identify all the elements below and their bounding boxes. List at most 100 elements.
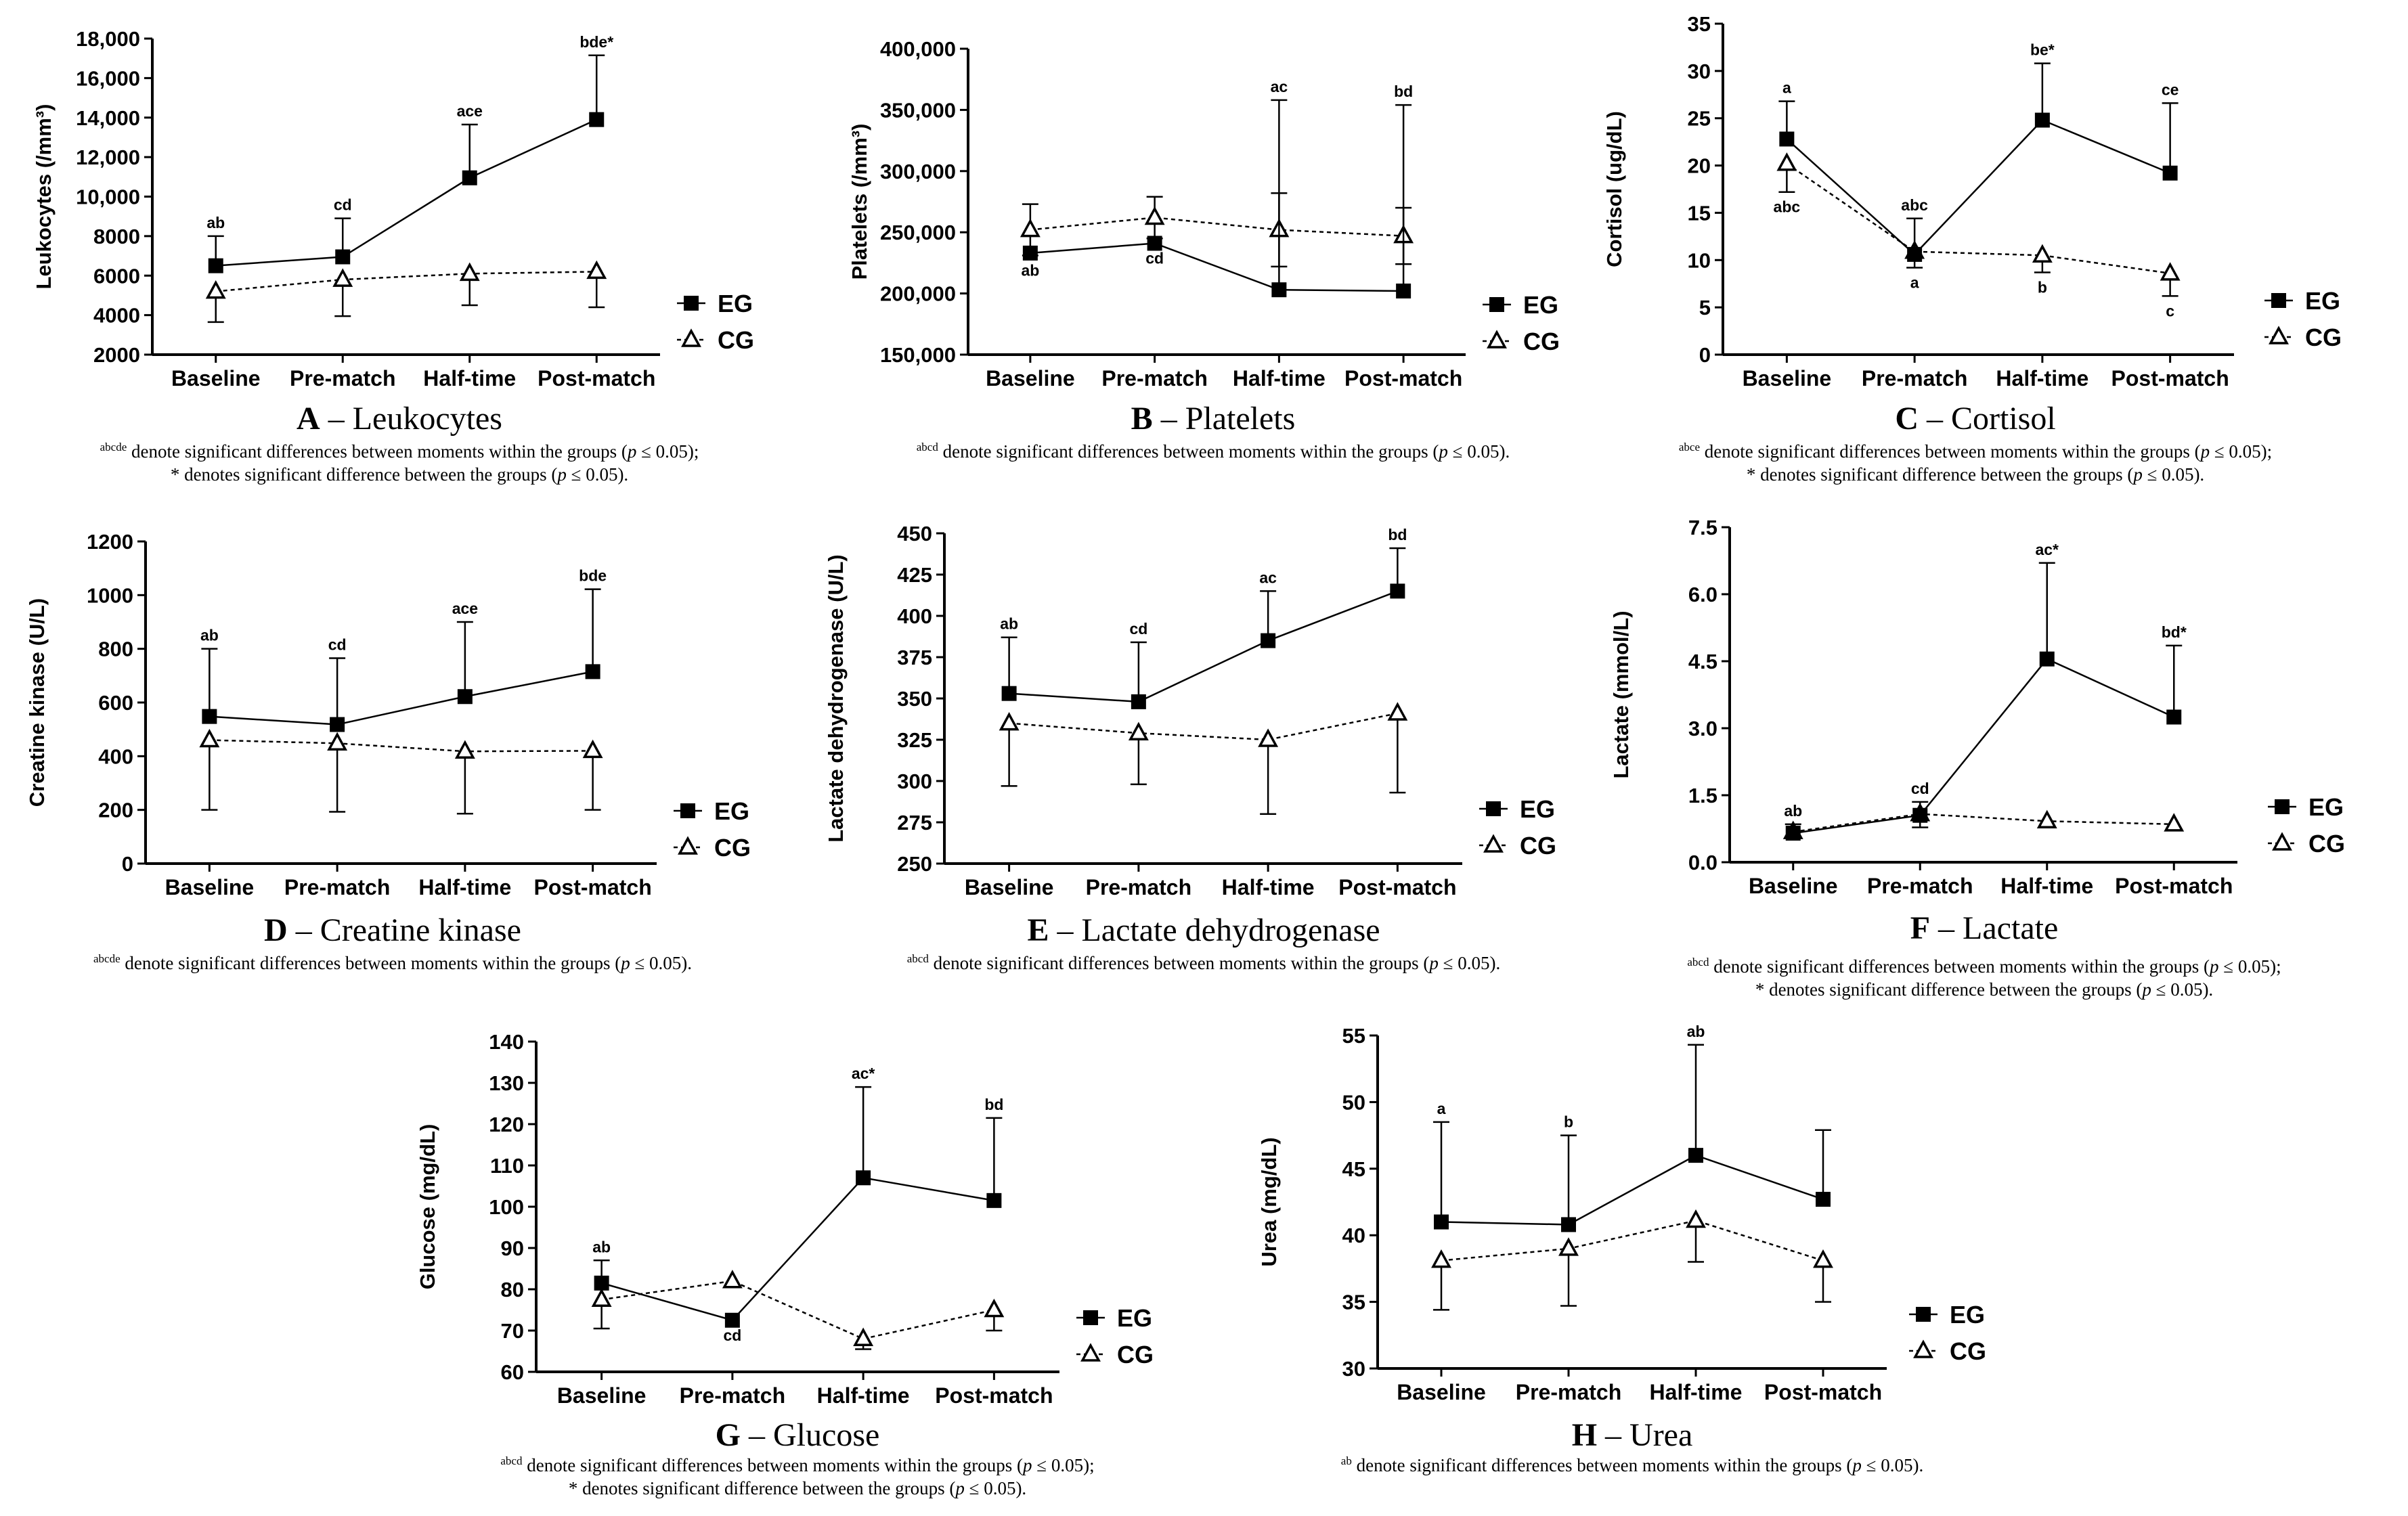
y-tick-label: 5 bbox=[1699, 296, 1711, 319]
caption-text: * denotes significant difference between… bbox=[1747, 464, 2134, 485]
cg-series-line bbox=[1009, 712, 1398, 741]
y-tick-label: 20 bbox=[1688, 154, 1711, 178]
cg-point bbox=[2164, 813, 2185, 832]
eg-point bbox=[457, 689, 473, 705]
cg-series-line bbox=[1441, 1220, 1824, 1262]
cg-point bbox=[1431, 1249, 1451, 1268]
y-tick-label: 14,000 bbox=[76, 106, 140, 130]
x-tick-label: Pre-match bbox=[1867, 874, 1973, 898]
y-tick-label: 0 bbox=[1699, 343, 1711, 367]
x-tick-label: Baseline bbox=[986, 366, 1075, 391]
significance-label: ab bbox=[200, 627, 219, 644]
significance-label: ab bbox=[1784, 802, 1802, 820]
significance-label: bde bbox=[579, 567, 607, 585]
caption-text: denote significant differences between m… bbox=[1709, 956, 2210, 977]
y-axis-label: Urea (mg/dL) bbox=[1257, 1137, 1281, 1266]
x-tick-label: Post-match bbox=[1764, 1380, 1882, 1404]
y-tick-label: 400 bbox=[98, 744, 133, 768]
cg-point bbox=[1020, 218, 1041, 238]
legend-cg-marker bbox=[1913, 1339, 1933, 1358]
eg-point bbox=[1785, 826, 1801, 841]
y-tick-label: 140 bbox=[489, 1030, 524, 1054]
significance-label: cd bbox=[328, 636, 347, 654]
caption-line: * denotes significant difference between… bbox=[569, 1478, 1026, 1498]
y-tick-label: 800 bbox=[98, 638, 133, 661]
eg-point bbox=[335, 249, 351, 265]
y-tick-label: 425 bbox=[897, 563, 932, 587]
legend-cg-label: CG bbox=[1523, 328, 1560, 355]
y-tick-label: 2000 bbox=[93, 343, 140, 367]
caption-superscript: abcd bbox=[917, 441, 939, 453]
caption-text: denote significant differences between m… bbox=[127, 441, 628, 462]
panel-name: – Lactate bbox=[1930, 910, 2058, 946]
eg-point bbox=[1912, 807, 1928, 823]
legend-eg-label: EG bbox=[714, 797, 749, 825]
eg-point bbox=[594, 1275, 609, 1291]
significance-label: bd* bbox=[2162, 623, 2187, 641]
legend-cg-marker bbox=[681, 328, 701, 347]
caption-threshold: ≤ 0.05); bbox=[2219, 956, 2281, 977]
panel-letter: H bbox=[1572, 1417, 1597, 1453]
caption-p: p bbox=[626, 441, 637, 462]
x-tick-label: Pre-match bbox=[1862, 366, 1968, 391]
significance-label: cd bbox=[1911, 780, 1929, 797]
significance-label: ab bbox=[1687, 1023, 1705, 1040]
significance-label: ace bbox=[457, 102, 483, 120]
x-tick-label: Post-match bbox=[2111, 366, 2229, 391]
eg-point bbox=[1779, 131, 1795, 147]
caption-text: denote significant differences between m… bbox=[1352, 1455, 1853, 1475]
eg-series-line bbox=[215, 118, 597, 267]
y-tick-label: 45 bbox=[1342, 1157, 1365, 1181]
y-tick-label: 600 bbox=[98, 691, 133, 715]
panel-b: 150,000 200,000 250,000 300,000 350,000 400,0… bbox=[848, 37, 1560, 462]
significance-label: ac* bbox=[852, 1065, 875, 1082]
cg-point bbox=[586, 260, 607, 280]
x-tick-label: Baseline bbox=[557, 1383, 647, 1408]
panel-name: – Cortisol bbox=[1919, 401, 2056, 437]
eg-point bbox=[1396, 283, 1411, 298]
x-tick-label: Half-time bbox=[418, 875, 511, 899]
significance-label: be* bbox=[2030, 41, 2055, 59]
caption-text: denote significant differences between m… bbox=[929, 953, 1430, 973]
eg-point bbox=[1131, 694, 1146, 709]
eg-point bbox=[1688, 1148, 1703, 1163]
eg-point bbox=[202, 709, 217, 724]
significance-label: bd bbox=[984, 1096, 1003, 1113]
y-tick-label: 120 bbox=[489, 1113, 524, 1136]
cg-point bbox=[459, 262, 480, 282]
cg-point bbox=[2036, 809, 2057, 829]
y-axis-label: Cortisol (ug/dL) bbox=[1602, 111, 1626, 267]
panel-letter: F bbox=[1910, 910, 1930, 946]
caption-line: abcd denote significant differences betw… bbox=[917, 441, 1510, 462]
caption-line: * denotes significant difference between… bbox=[171, 464, 628, 485]
panel-e: 250 275 300 325 350 375 400 425 450 Baseline Pre-m… bbox=[824, 522, 1556, 973]
panel-letter: G bbox=[716, 1417, 741, 1453]
legend-cg-label: CG bbox=[1117, 1341, 1154, 1368]
legend-eg-label: EG bbox=[718, 290, 753, 317]
cg-point bbox=[2160, 262, 2181, 281]
caption-superscript: abcd bbox=[500, 1454, 523, 1467]
eg-series-line bbox=[209, 671, 593, 726]
y-tick-label: 400 bbox=[897, 604, 932, 628]
y-tick-label: 1200 bbox=[87, 530, 133, 554]
y-tick-label: 0 bbox=[122, 852, 133, 876]
significance-label: ac* bbox=[2035, 541, 2059, 558]
eg-point bbox=[856, 1170, 871, 1186]
y-tick-label: 30 bbox=[1342, 1357, 1365, 1381]
panel-title: A – Leukocytes bbox=[297, 401, 502, 437]
y-tick-label: 300 bbox=[897, 770, 932, 793]
y-axis-label: Platelets (/mm³) bbox=[848, 124, 871, 280]
cg-point bbox=[853, 1327, 874, 1346]
significance-label: ab bbox=[592, 1238, 611, 1255]
x-tick-label: Baseline bbox=[1397, 1380, 1486, 1404]
legend-eg-label: EG bbox=[2305, 287, 2340, 315]
legend-eg-marker bbox=[1916, 1307, 1931, 1322]
caption-threshold: ≤ 0.05). bbox=[630, 953, 692, 973]
legend-eg-marker bbox=[680, 803, 695, 818]
panel-name: – Lactate dehydrogenase bbox=[1049, 912, 1380, 948]
x-tick-label: Half-time bbox=[817, 1383, 910, 1408]
eg-point bbox=[208, 258, 223, 273]
legend-cg-label: CG bbox=[1950, 1337, 1986, 1365]
caption-threshold: ≤ 0.05). bbox=[2143, 464, 2204, 485]
